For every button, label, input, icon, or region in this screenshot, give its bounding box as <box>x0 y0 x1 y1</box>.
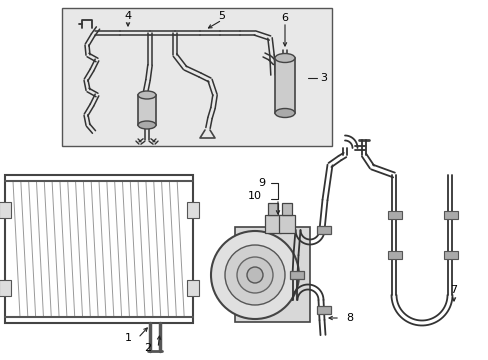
Bar <box>62 8 331 146</box>
Circle shape <box>210 231 298 319</box>
Text: 9: 9 <box>258 178 265 188</box>
Bar <box>316 226 330 234</box>
Bar <box>282 203 291 215</box>
Circle shape <box>224 245 285 305</box>
Ellipse shape <box>274 54 294 63</box>
Text: 10: 10 <box>247 191 262 201</box>
Text: 5: 5 <box>218 11 225 21</box>
Ellipse shape <box>138 121 156 129</box>
Bar <box>138 95 156 125</box>
Text: 2: 2 <box>144 343 151 353</box>
Ellipse shape <box>138 91 156 99</box>
Text: 7: 7 <box>449 285 457 295</box>
Bar <box>443 251 457 259</box>
Bar <box>387 211 401 219</box>
Bar <box>316 306 330 314</box>
Text: 8: 8 <box>346 313 353 323</box>
Bar <box>5 175 193 323</box>
Bar <box>186 202 199 218</box>
Bar <box>267 203 278 215</box>
Circle shape <box>246 267 263 283</box>
Text: 4: 4 <box>124 11 131 21</box>
Circle shape <box>237 257 272 293</box>
Bar <box>279 215 294 233</box>
Bar <box>0 280 11 296</box>
Text: 1: 1 <box>124 333 131 343</box>
Bar <box>0 202 11 218</box>
Bar <box>387 251 401 259</box>
Ellipse shape <box>274 108 294 117</box>
Bar <box>235 227 309 322</box>
Text: 3: 3 <box>319 73 326 83</box>
Text: 6: 6 <box>281 13 288 23</box>
Bar <box>264 215 281 233</box>
Bar <box>443 211 457 219</box>
Bar <box>186 280 199 296</box>
Bar <box>289 271 304 279</box>
Bar <box>274 58 294 113</box>
